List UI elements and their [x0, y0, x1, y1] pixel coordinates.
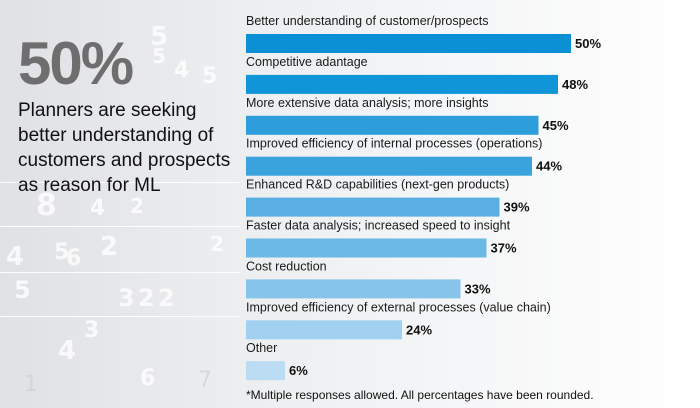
value-label: 6%	[289, 363, 308, 378]
stat-number: 50%	[18, 30, 134, 97]
category-label: Better understanding of customer/prospec…	[246, 14, 489, 28]
category-label: Improved efficiency of internal processe…	[246, 137, 542, 151]
value-label: 33%	[465, 281, 491, 296]
bg-streak	[0, 182, 240, 183]
bar	[246, 115, 539, 135]
bar	[246, 74, 558, 94]
bar	[246, 34, 571, 53]
bg-digit: 4	[6, 242, 25, 272]
bg-streak	[0, 272, 240, 273]
bg-digit: 5	[202, 64, 218, 89]
bg-streak	[0, 316, 240, 317]
bg-digit: 5	[152, 44, 166, 68]
value-label: 45%	[543, 118, 569, 133]
bg-digit: 4	[90, 196, 106, 221]
category-label: Improved efficiency of external processe…	[246, 300, 551, 314]
bar	[246, 279, 461, 299]
value-label: 39%	[504, 200, 530, 215]
bg-digit: 2	[158, 284, 175, 312]
bg-digit: 4	[174, 58, 190, 83]
category-label: Faster data analysis; increased speed to…	[246, 219, 511, 233]
category-label: Cost reduction	[246, 259, 327, 273]
category-label: Competitive adantage	[246, 55, 368, 69]
bg-digit: 6	[66, 246, 82, 271]
bg-digit: 5	[150, 22, 169, 52]
bg-streak	[0, 226, 240, 227]
value-label: 48%	[562, 77, 588, 92]
bg-digit: 5	[54, 240, 70, 265]
bar	[246, 238, 487, 258]
bar	[246, 361, 285, 381]
bg-digit: 3	[84, 318, 100, 343]
value-label: 37%	[491, 241, 517, 256]
footnote: *Multiple responses allowed. All percent…	[246, 388, 594, 402]
value-label: 50%	[575, 36, 601, 51]
bg-digit: 1	[24, 372, 38, 397]
value-label: 44%	[536, 159, 562, 174]
bg-digit: 2	[138, 284, 155, 312]
stat-description: Planners are seeking better understandin…	[18, 100, 231, 196]
bg-digit: 8	[36, 188, 57, 223]
bar	[246, 197, 500, 217]
bg-digit: 6	[140, 366, 156, 391]
category-label: Other	[246, 341, 277, 355]
bg-digit: 5	[14, 276, 31, 304]
bg-digit: 2	[130, 194, 144, 218]
category-label: More extensive data analysis; more insig…	[246, 96, 488, 110]
bg-digit: 4	[58, 336, 77, 366]
bg-digit: 7	[198, 368, 212, 393]
category-label: Enhanced R&D capabilities (next-gen prod…	[246, 178, 509, 192]
bar	[246, 156, 532, 176]
bar	[246, 320, 402, 340]
bg-digit: 2	[100, 232, 119, 262]
stat-callout: 50% Planners are seeking better understa…	[18, 34, 238, 198]
value-label: 24%	[406, 322, 432, 337]
bg-digit: 3	[118, 284, 135, 312]
bg-digit: 2	[210, 232, 224, 256]
